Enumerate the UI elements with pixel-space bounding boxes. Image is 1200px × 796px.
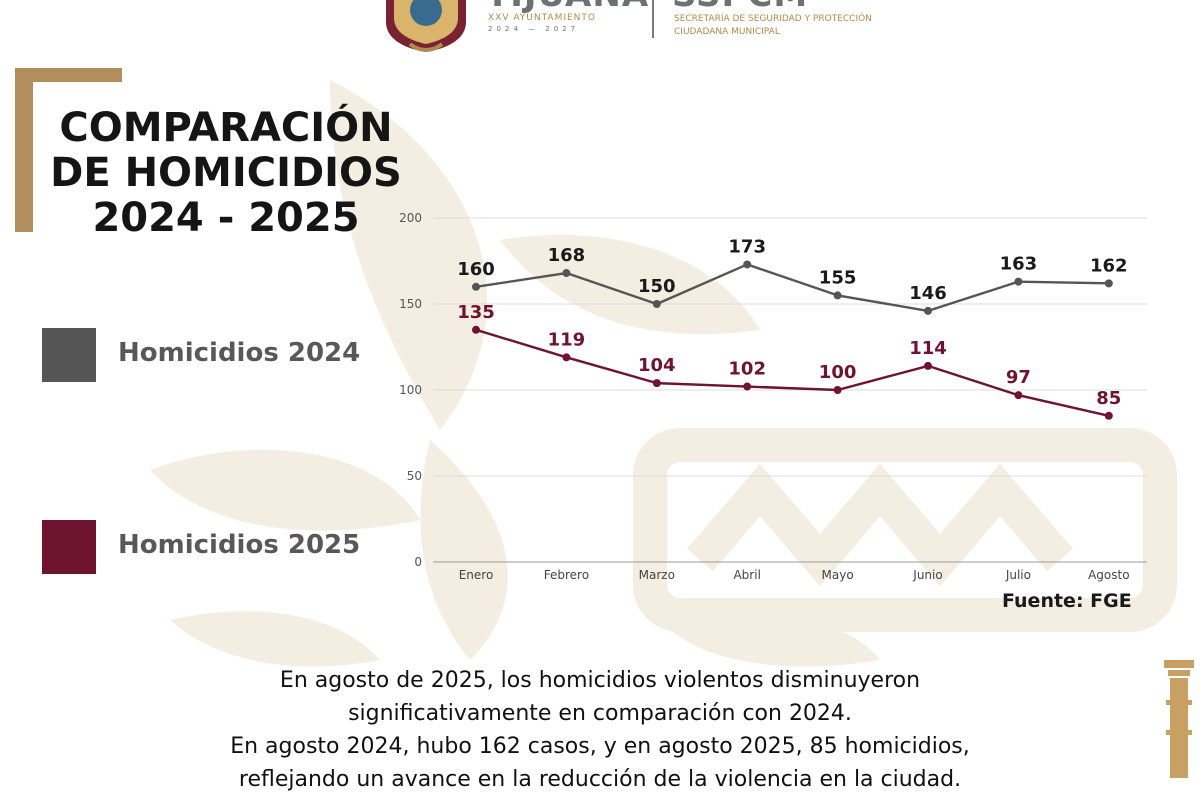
y-tick-label: 50	[407, 469, 422, 483]
summary-line-1: En agosto de 2025, los homicidios violen…	[279, 668, 921, 693]
data-label: 104	[638, 355, 676, 376]
brand-primary: TIJUANA	[486, 0, 649, 12]
data-point	[562, 353, 571, 362]
line-chart: 0 50 100 150 200 Enero Febrero Marzo Abril Mayo Ju…	[399, 211, 1147, 582]
x-tick-label: Agosto	[1088, 568, 1129, 582]
title-line-1: COMPARACIÓN	[59, 105, 393, 151]
corner-accent-horizontal	[15, 68, 122, 82]
legend-swatch-2024	[42, 328, 96, 382]
data-label: 173	[728, 236, 766, 257]
data-point	[743, 382, 752, 391]
corner-accent-vertical	[15, 68, 33, 232]
data-label: 97	[1006, 367, 1031, 388]
data-point	[652, 300, 661, 308]
y-tick-label: 150	[399, 297, 422, 311]
summary-line-3: En agosto 2024, hubo 162 casos, y en ago…	[230, 734, 970, 759]
x-tick-label: Enero	[459, 568, 494, 582]
data-label: 146	[909, 283, 947, 304]
data-label: 162	[1090, 255, 1128, 276]
data-label: 100	[819, 362, 857, 383]
data-label: 168	[548, 245, 586, 266]
brand-secondary-subtitle: SECRETARÍA DE SEGURIDAD Y PROTECCIÓN CIU…	[674, 14, 872, 37]
x-tick-label: Julio	[1005, 568, 1031, 582]
data-label: 160	[457, 259, 495, 280]
summary-text: En agosto de 2025, los homicidios violen…	[150, 664, 1050, 796]
data-point	[1014, 391, 1023, 400]
page-title: COMPARACIÓN DE HOMICIDIOS 2024 - 2025	[40, 106, 412, 241]
data-label: 85	[1096, 388, 1121, 409]
data-label: 102	[728, 359, 766, 380]
legend-label-2025: Homicidios 2025	[118, 530, 361, 560]
y-tick-label: 100	[399, 383, 422, 397]
title-line-3: 2024 - 2025	[92, 195, 360, 241]
y-tick-label: 0	[414, 555, 422, 569]
x-tick-label: Marzo	[639, 568, 675, 582]
data-point	[472, 325, 480, 334]
header: TIJUANA XXV AYUNTAMIENTO 2024 — 2027 SSP…	[380, 0, 900, 60]
x-tick-label: Abril	[733, 568, 760, 582]
data-label: 163	[1000, 254, 1038, 275]
data-label: 119	[548, 329, 586, 350]
data-point	[833, 386, 842, 394]
data-point	[924, 306, 932, 315]
x-tick-label: Junio	[912, 568, 942, 582]
brand-divider	[652, 0, 654, 38]
y-tick-label: 200	[399, 211, 422, 225]
data-point	[652, 379, 661, 388]
data-point	[562, 269, 571, 278]
x-tick-label: Mayo	[822, 568, 854, 582]
data-point	[472, 282, 480, 291]
data-label: 135	[457, 302, 495, 323]
data-point	[833, 291, 842, 300]
data-point	[743, 260, 752, 269]
series-line-2024	[475, 263, 1109, 313]
data-point	[924, 361, 932, 370]
series-line-2025	[475, 328, 1110, 417]
data-label: 150	[638, 276, 676, 297]
data-label: 155	[819, 267, 857, 288]
data-point	[1104, 411, 1113, 420]
brand-primary-years: 2024 — 2027	[488, 25, 580, 33]
x-tick-label: Febrero	[544, 568, 589, 582]
data-point	[1104, 279, 1113, 288]
data-point	[1014, 277, 1023, 286]
data-label: 114	[909, 338, 947, 359]
brand-secondary: SSPCM	[672, 0, 808, 12]
source-note: Fuente: FGE	[1002, 590, 1132, 612]
tower-icon	[1164, 660, 1194, 778]
brand-primary-subtitle: XXV AYUNTAMIENTO	[488, 13, 596, 23]
city-seal-icon	[386, 0, 466, 52]
legend-label-2024: Homicidios 2024	[118, 338, 361, 368]
summary-line-2: significativamente en comparación con 20…	[348, 701, 852, 726]
background-watermark	[150, 80, 1177, 667]
legend-swatch-2025	[42, 520, 96, 574]
title-line-2: DE HOMICIDIOS	[50, 150, 402, 196]
